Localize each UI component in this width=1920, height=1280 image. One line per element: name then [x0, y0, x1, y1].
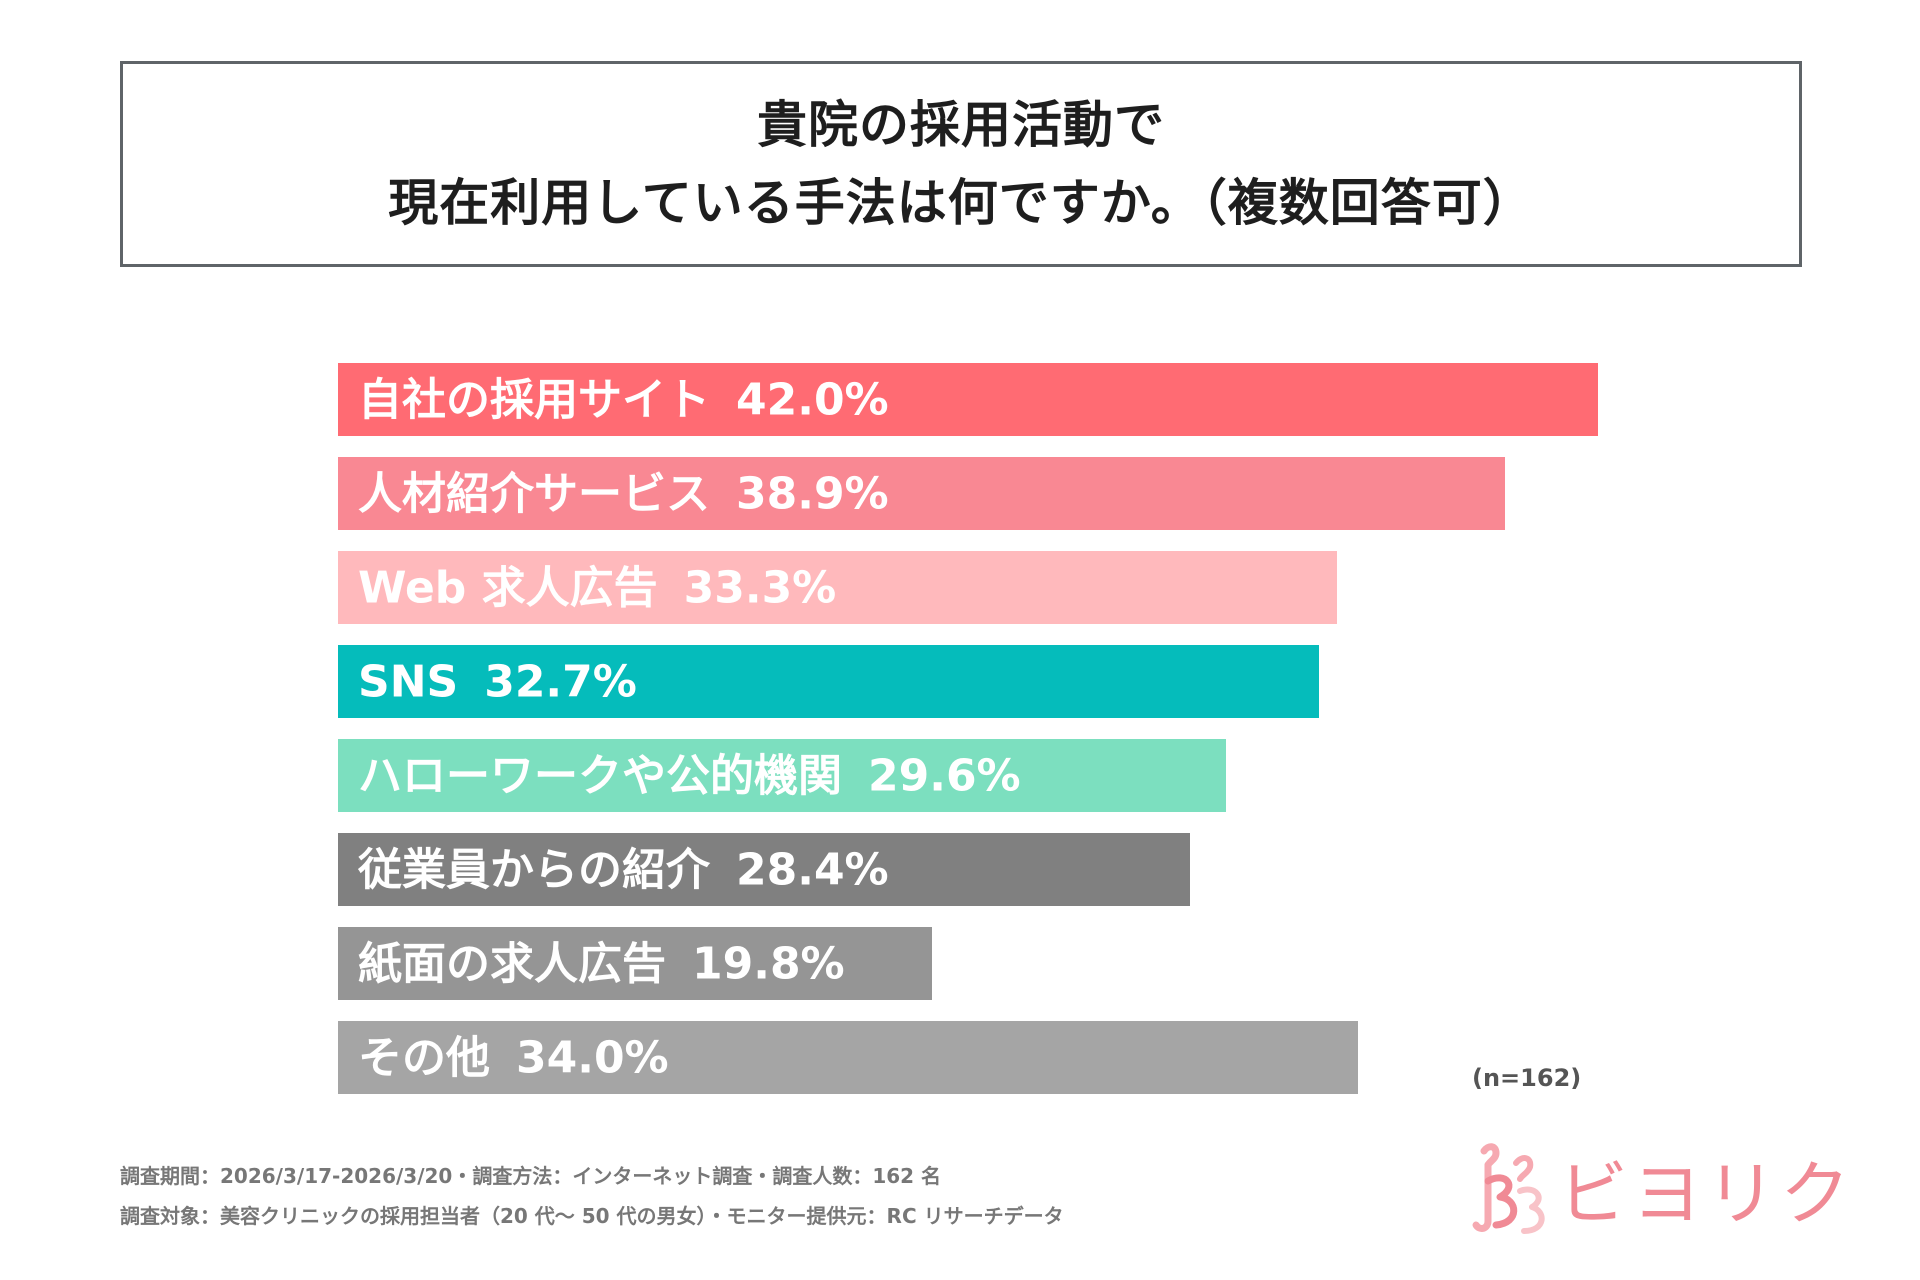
bar-category-6: 従業員からの紹介: [357, 844, 711, 895]
survey-footnote-target: 調査対象：美容クリニックの採用担当者（20 代〜 50 代の男女）・モニター提供…: [120, 1204, 1064, 1228]
survey-footnote-period: 調査期間：2026/3/17-2026/3/20・調査方法：インターネット調査・…: [120, 1164, 942, 1188]
bar-6: [338, 833, 1190, 906]
bar-5: [338, 739, 1226, 812]
title-box: 貴院の採用活動で 現在利用している手法は何ですか。（複数回答可）: [120, 61, 1802, 267]
brand-logo-text: ビヨリク: [1558, 1153, 1854, 1235]
bb-flower-logo-icon: [1472, 1142, 1545, 1234]
brand-logo: ビヨリク: [1466, 1138, 1854, 1239]
bar-value-2: 38.9%: [736, 468, 889, 519]
bar-8: [338, 1021, 1358, 1094]
bar-label-4: SNS 32.7%: [358, 656, 637, 707]
bar-label-6: 従業員からの紹介 28.4%: [357, 844, 889, 895]
bar-label-8: その他 34.0%: [358, 1032, 669, 1083]
bar-label-2: 人材紹介サービス 38.9%: [358, 468, 889, 519]
bar-value-6: 28.4%: [736, 844, 889, 895]
bar-2: [338, 457, 1505, 530]
bar-7: [338, 927, 932, 1000]
bar-category-7: 紙面の求人広告: [358, 938, 666, 989]
bar-category-3: Web 求人広告: [358, 562, 658, 613]
bar-4: [338, 645, 1319, 718]
bar-value-7: 19.8%: [692, 938, 845, 989]
bar-category-2: 人材紹介サービス: [358, 468, 710, 519]
bar-label-5: ハローワークや公的機関 29.6%: [358, 750, 1021, 801]
title-line-1: 貴院の採用活動で: [757, 96, 1165, 154]
bar-3: [338, 551, 1337, 624]
bar-value-4: 32.7%: [484, 656, 637, 707]
bar-value-5: 29.6%: [868, 750, 1021, 801]
bar-1: [338, 363, 1598, 436]
title-line-2: 現在利用している手法は何ですか。（複数回答可）: [388, 174, 1534, 232]
bar-category-1: 自社の採用サイト: [358, 374, 710, 425]
bar-value-1: 42.0%: [736, 374, 889, 425]
bar-value-8: 34.0%: [516, 1032, 669, 1083]
bar-category-8: その他: [358, 1032, 490, 1083]
sample-size-note: (n=162): [1472, 1064, 1582, 1092]
bar-category-5: ハローワークや公的機関: [358, 750, 842, 801]
bar-label-1: 自社の採用サイト 42.0%: [358, 374, 889, 425]
bar-value-3: 33.3%: [684, 562, 837, 613]
bar-label-3: Web 求人広告 33.3%: [358, 562, 836, 613]
bar-category-4: SNS: [358, 656, 458, 707]
bar-label-7: 紙面の求人広告 19.8%: [358, 938, 845, 989]
